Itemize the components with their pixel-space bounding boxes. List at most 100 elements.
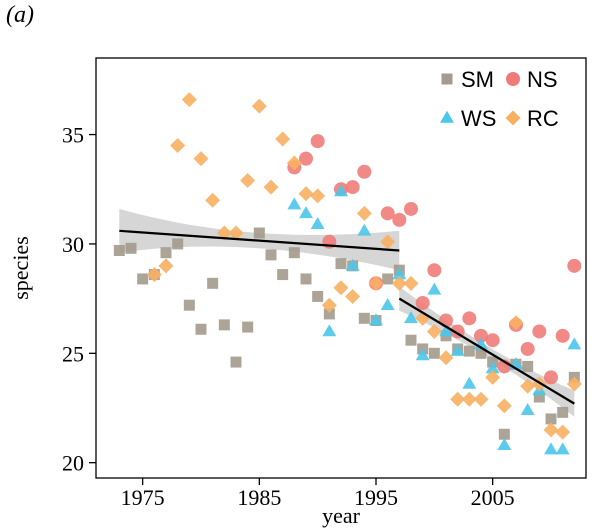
point-sm bbox=[463, 345, 475, 357]
point-ns bbox=[345, 180, 360, 195]
point-sm bbox=[405, 334, 417, 346]
point-rc bbox=[251, 98, 267, 114]
point-rc bbox=[508, 315, 524, 331]
point-rc bbox=[275, 131, 291, 147]
point-ws bbox=[392, 267, 407, 280]
legend-label-sm: SM bbox=[461, 67, 494, 92]
point-ws bbox=[310, 217, 325, 230]
point-ws bbox=[369, 313, 383, 326]
legend-marker-sm bbox=[441, 73, 453, 85]
point-ns bbox=[380, 206, 395, 221]
point-rc bbox=[543, 422, 559, 438]
point-ws bbox=[450, 343, 465, 356]
point-ws bbox=[544, 442, 558, 455]
point-sm bbox=[382, 273, 394, 285]
confidence-band-1 bbox=[119, 208, 400, 271]
point-rc bbox=[520, 378, 536, 394]
point-rc bbox=[216, 225, 232, 241]
point-sm bbox=[475, 347, 487, 359]
point-sm bbox=[323, 308, 335, 320]
data-points bbox=[113, 92, 582, 455]
point-sm bbox=[137, 273, 149, 285]
point-rc bbox=[286, 155, 302, 171]
y-tick-label-30: 30 bbox=[62, 232, 84, 257]
trend-line-2 bbox=[398, 297, 575, 405]
point-sm bbox=[160, 247, 172, 259]
point-rc bbox=[403, 275, 419, 291]
point-sm bbox=[195, 323, 207, 335]
point-ns bbox=[462, 311, 477, 326]
point-rc bbox=[566, 376, 582, 392]
point-rc bbox=[461, 391, 477, 407]
point-ns bbox=[555, 328, 570, 343]
point-rc bbox=[450, 391, 466, 407]
point-ws bbox=[462, 376, 477, 389]
point-ns bbox=[392, 212, 407, 227]
x-axis: 1975 1985 1995 2005 bbox=[121, 478, 515, 510]
y-tick-label-25: 25 bbox=[62, 341, 84, 366]
point-sm bbox=[335, 258, 347, 270]
point-sm bbox=[183, 299, 195, 311]
y-tick-label-35: 35 bbox=[62, 123, 84, 148]
point-rc bbox=[240, 173, 256, 188]
point-ws bbox=[485, 361, 500, 374]
point-sm bbox=[265, 249, 277, 261]
point-sm bbox=[498, 428, 510, 440]
point-rc bbox=[228, 225, 244, 241]
point-rc bbox=[485, 369, 501, 385]
point-sm bbox=[230, 356, 242, 368]
point-ws bbox=[357, 223, 372, 236]
point-ws bbox=[345, 258, 360, 271]
point-rc bbox=[310, 188, 326, 204]
point-ws bbox=[334, 184, 348, 197]
legend-marker-ns bbox=[506, 72, 520, 86]
point-rc bbox=[146, 267, 162, 283]
point-ws bbox=[415, 348, 430, 361]
point-rc bbox=[193, 151, 209, 167]
point-sm bbox=[253, 227, 265, 239]
point-ws bbox=[497, 437, 512, 450]
point-rc bbox=[321, 297, 337, 313]
point-sm bbox=[522, 360, 534, 372]
panel-label: (a) bbox=[6, 2, 34, 28]
x-tick-label-1985: 1985 bbox=[237, 485, 281, 510]
point-ns bbox=[404, 201, 418, 216]
point-ws bbox=[427, 282, 442, 295]
point-sm bbox=[300, 273, 312, 285]
point-ns bbox=[532, 324, 547, 339]
legend-label-rc: RC bbox=[527, 106, 559, 131]
y-tick-label-20: 20 bbox=[62, 451, 84, 476]
point-ws bbox=[287, 197, 302, 210]
point-rc bbox=[158, 258, 174, 274]
legend: SM NS WS RC bbox=[440, 67, 559, 131]
x-tick-label-2005: 2005 bbox=[471, 485, 515, 510]
point-ns bbox=[310, 134, 325, 149]
y-axis: 20 25 30 35 bbox=[62, 123, 96, 476]
point-sm bbox=[125, 242, 137, 254]
x-tick-label-1975: 1975 bbox=[121, 485, 165, 510]
point-rc bbox=[356, 205, 372, 221]
y-axis-title: species bbox=[8, 236, 33, 300]
point-ws bbox=[322, 324, 337, 337]
legend-label-ns: NS bbox=[527, 67, 558, 92]
point-sm bbox=[557, 406, 569, 418]
point-sm bbox=[172, 238, 184, 250]
point-rc bbox=[263, 179, 279, 195]
legend-marker-rc bbox=[505, 110, 521, 126]
point-sm bbox=[113, 245, 125, 256]
x-tick-label-1995: 1995 bbox=[354, 485, 398, 510]
point-rc bbox=[380, 234, 396, 250]
point-ns bbox=[299, 151, 313, 166]
point-ns bbox=[567, 258, 582, 273]
point-rc bbox=[426, 323, 442, 339]
point-rc bbox=[333, 280, 349, 296]
point-ws bbox=[439, 324, 453, 337]
point-rc bbox=[205, 192, 221, 208]
point-ns bbox=[485, 333, 500, 348]
point-sm bbox=[358, 312, 370, 324]
point-sm bbox=[533, 391, 545, 403]
point-sm bbox=[428, 347, 440, 359]
point-ws bbox=[555, 442, 570, 455]
point-rc bbox=[555, 424, 571, 440]
